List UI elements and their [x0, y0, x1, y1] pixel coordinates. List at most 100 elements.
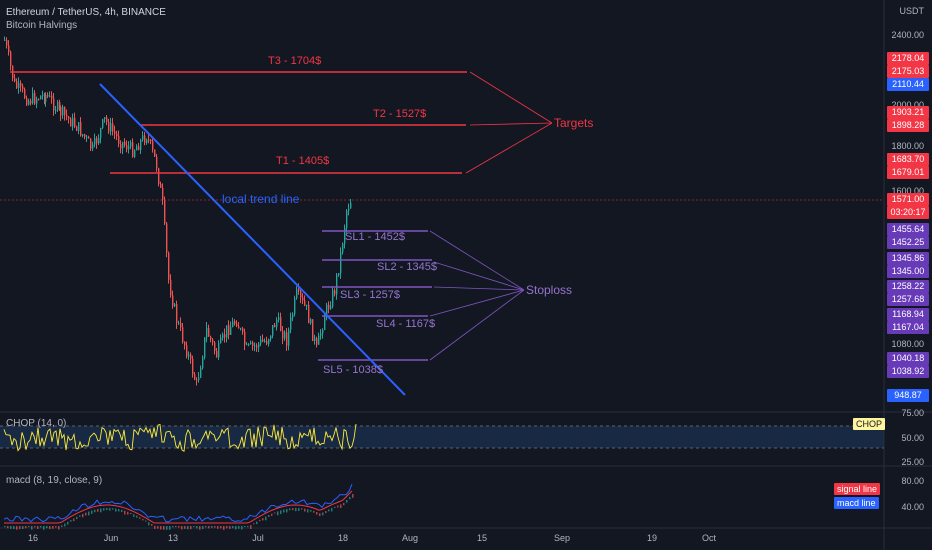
macd-histogram-bar	[7, 526, 9, 529]
candle-body	[146, 139, 148, 143]
macd-histogram-bar	[166, 526, 168, 530]
macd-histogram-bar	[133, 514, 135, 517]
candle-body	[90, 138, 92, 149]
candle-body	[180, 322, 182, 328]
macd-histogram-bar	[301, 508, 303, 510]
price-badge: 1258.22	[887, 280, 929, 293]
candle-body	[174, 304, 176, 307]
candle-body	[224, 334, 226, 338]
macd-histogram-bar	[268, 515, 270, 517]
macd-histogram-bar	[67, 521, 69, 525]
stoploss-label-sl4[interactable]: SL4 - 1167$	[376, 318, 436, 330]
chop-title: CHOP (14, 0)	[6, 418, 67, 429]
candle-body	[38, 99, 40, 101]
macd-histogram-bar	[160, 526, 162, 530]
macd-histogram-bar	[352, 494, 354, 498]
macd-histogram-bar	[52, 526, 54, 529]
macd-histogram-bar	[256, 521, 258, 525]
price-badge: 1571.00	[887, 193, 929, 206]
macd-histogram-bar	[73, 518, 75, 522]
macd-histogram-bar	[274, 512, 276, 514]
candle-body	[332, 290, 334, 307]
candle-body	[128, 146, 130, 150]
macd-histogram-bar	[157, 526, 159, 529]
candle-body	[274, 324, 276, 328]
candle-body	[176, 304, 178, 324]
macd-histogram-bar	[97, 509, 99, 512]
macd-histogram-bar	[250, 525, 252, 530]
candle-body	[94, 138, 96, 145]
candle-body	[106, 117, 108, 123]
candle-body	[122, 142, 124, 149]
macd-histogram-bar	[337, 505, 339, 508]
stoploss-label-sl2[interactable]: SL2 - 1345$	[377, 261, 437, 273]
stoploss-callout[interactable]: Stoploss	[526, 283, 573, 297]
macd-histogram-bar	[205, 526, 207, 528]
macd-histogram-bar	[214, 526, 216, 528]
candle-body	[120, 144, 122, 149]
time-tick: Oct	[701, 533, 717, 543]
candle-body	[218, 343, 220, 358]
chop-tick: 50.00	[901, 433, 924, 443]
candle-body	[308, 304, 310, 324]
stoploss-label-sl5[interactable]: SL5 - 1038$	[323, 364, 383, 376]
candle-body	[126, 145, 128, 150]
targets-callout[interactable]: Targets	[554, 116, 594, 130]
price-badge: 1345.00	[887, 265, 929, 278]
candle-body	[138, 146, 140, 151]
stoploss-label-sl1[interactable]: SL1 - 1452$	[345, 231, 405, 243]
candle-body	[306, 304, 308, 306]
candle-body	[204, 337, 206, 358]
macd-histogram-bar	[319, 513, 321, 517]
candle-body	[124, 142, 126, 146]
candle-body	[140, 139, 142, 151]
candle-body	[196, 379, 198, 381]
candle-body	[240, 328, 242, 330]
candle-body	[57, 101, 59, 110]
candle-body	[166, 223, 168, 253]
candle-body	[14, 78, 16, 82]
candle-body	[148, 139, 150, 141]
macd-histogram-bar	[130, 512, 132, 515]
macd-histogram-bar	[10, 526, 12, 529]
target-label-t3[interactable]: T3 - 1704$	[268, 55, 322, 67]
stoploss-arrow	[433, 286, 525, 291]
candle-body	[10, 52, 12, 66]
macd-histogram-bar	[34, 526, 36, 528]
candle-body	[112, 123, 114, 132]
candle-body	[256, 345, 258, 348]
macd-histogram-bar	[307, 509, 309, 513]
candle-body	[80, 122, 82, 136]
candle-body	[246, 344, 248, 346]
target-label-t2[interactable]: T2 - 1527$	[373, 108, 427, 120]
candle-body	[250, 342, 252, 345]
price-badge: 1038.92	[887, 365, 929, 378]
price-badge: 1452.25	[887, 236, 929, 249]
target-label-t1[interactable]: T1 - 1405$	[276, 155, 330, 167]
macd-histogram-bar	[118, 509, 120, 512]
macd-histogram-bar	[325, 510, 327, 514]
candle-body	[206, 327, 208, 338]
candle-body	[40, 95, 42, 100]
drawings-layer	[0, 71, 884, 396]
macd-tick: 40.00	[901, 502, 924, 512]
stoploss-label-sl3[interactable]: SL3 - 1257$	[340, 289, 400, 301]
candle-body	[150, 139, 152, 142]
candle-body	[212, 339, 214, 343]
macd-histogram-bar	[208, 526, 210, 529]
candle-body	[338, 272, 340, 275]
price-badge: 1345.86	[887, 252, 929, 265]
macd-histogram-bar	[148, 522, 150, 526]
candle-body	[254, 345, 256, 347]
candle-body	[200, 368, 202, 378]
stoploss-arrow	[429, 230, 525, 291]
candle-body	[154, 149, 156, 157]
candle-body	[316, 338, 318, 345]
candle-body	[322, 330, 324, 334]
candle-body	[282, 330, 284, 339]
candle-body	[266, 340, 268, 344]
trend-line-label[interactable]: local trend line	[222, 192, 300, 206]
stoploss-arrow	[433, 261, 525, 291]
macd-histogram-bar	[169, 526, 171, 530]
